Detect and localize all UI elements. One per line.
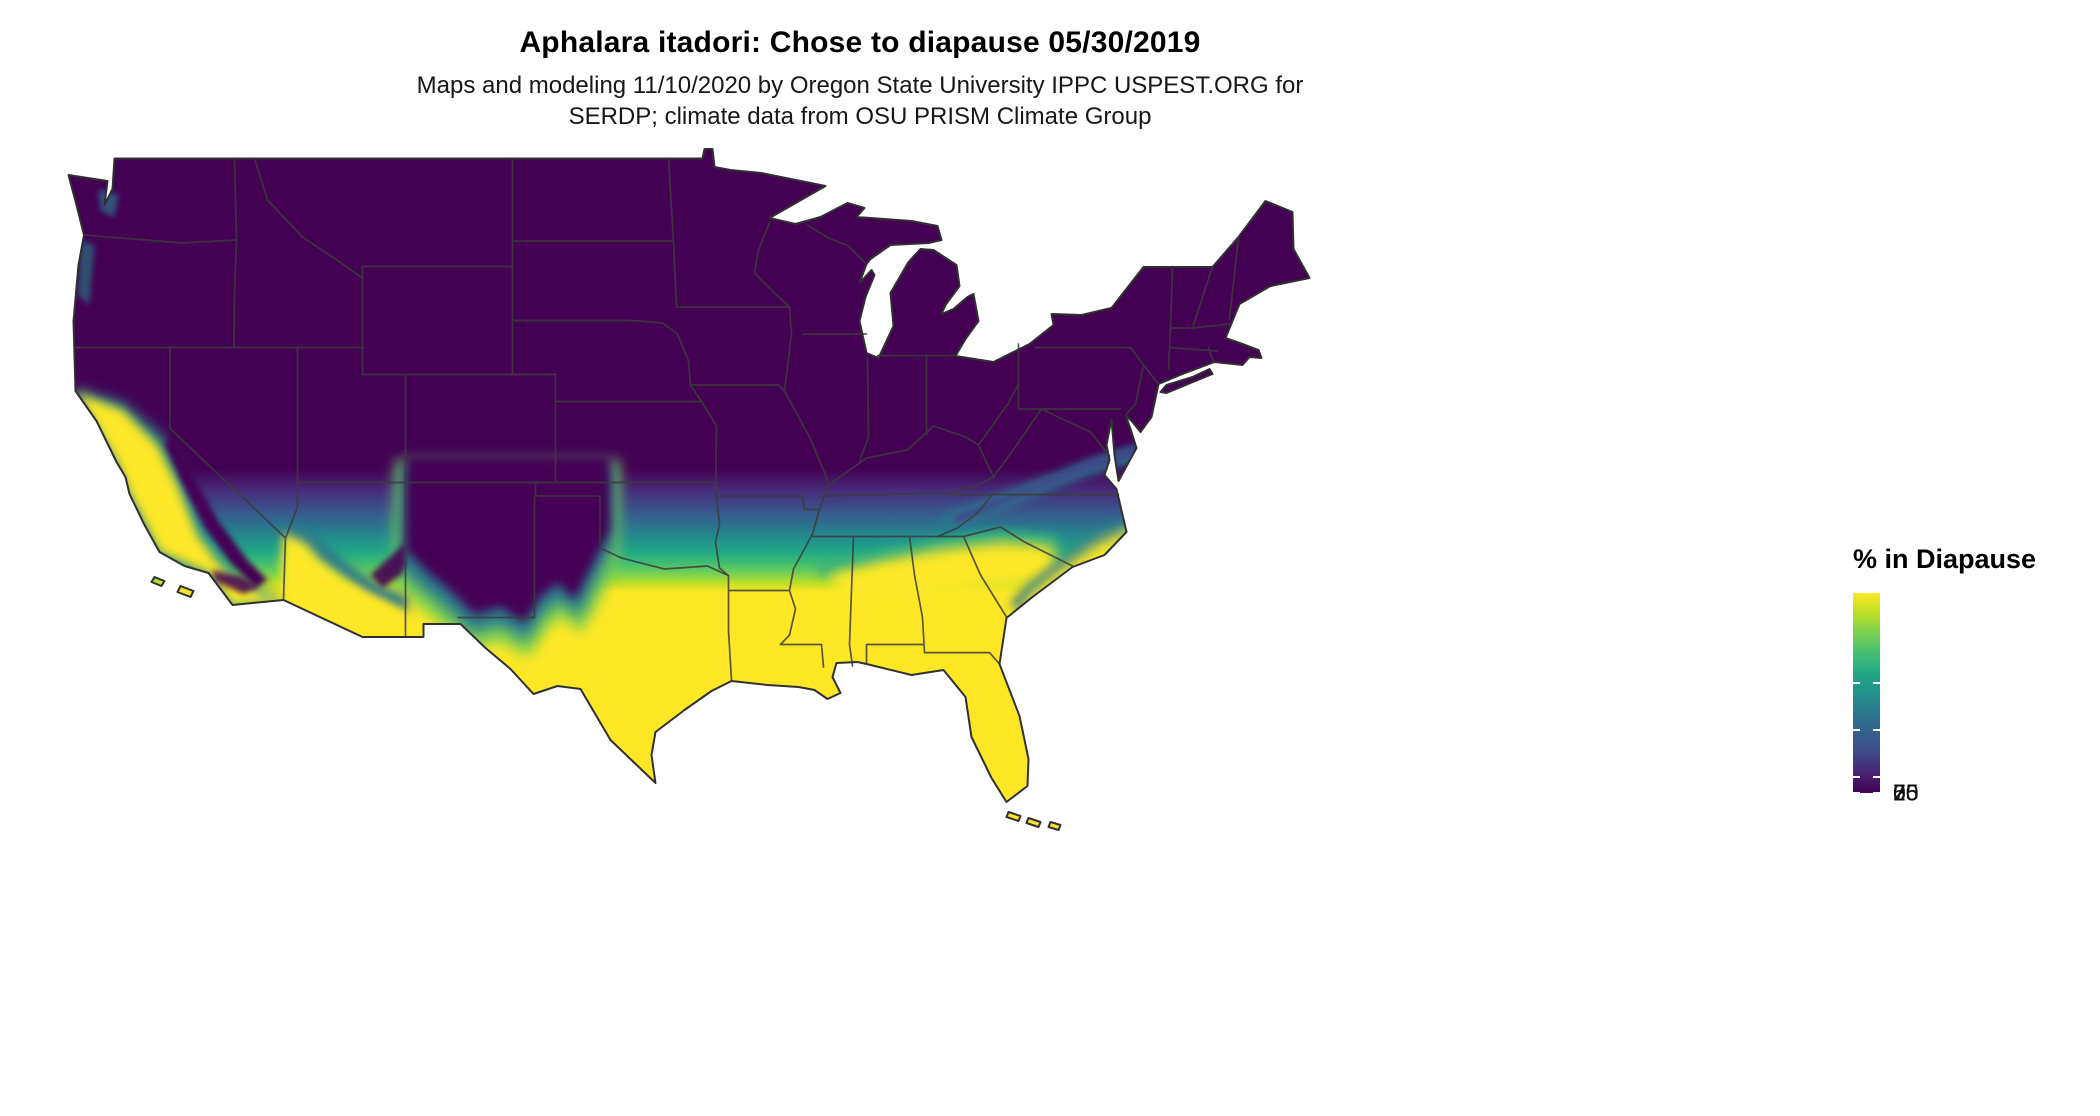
legend-title: % in Diapause <box>1853 544 2037 574</box>
state-borders <box>74 157 1240 681</box>
legend-colorbar-wrap: 75 50 25 0 <box>1853 593 1919 806</box>
overlay-appalachian-blue-core <box>952 444 1157 523</box>
overlay-california-yellow <box>75 391 284 605</box>
legend: % in Diapause 75 50 25 0 <box>1853 544 2098 806</box>
overlay-highplains-dark-tongue <box>405 455 611 623</box>
subtitle-line-1: Maps and modeling 11/10/2020 by Oregon S… <box>416 72 1304 99</box>
overlay-arizona-yellow <box>280 533 408 637</box>
us-map <box>67 148 1311 831</box>
overlay-socal-mountains-dark <box>212 570 259 594</box>
overlay-southeast-yellow <box>822 541 1063 602</box>
map-raster-layer <box>68 149 1310 830</box>
overlay-arizona-teal-fringe <box>280 523 408 615</box>
overlay-sierra-dark-streak <box>165 435 268 588</box>
figure-subtitle: Maps and modeling 11/10/2020 by Oregon S… <box>80 70 1640 132</box>
legend-colorbar <box>1853 593 1880 793</box>
colorbar-tick-label: 50 <box>1893 779 1919 806</box>
colorbar-tick-label: 25 <box>1893 779 1919 806</box>
overlay-puget-teal <box>98 189 119 217</box>
diapause-gradient-fill <box>68 149 1310 830</box>
colorbar-tick-label: 75 <box>1893 779 1919 806</box>
figure-title: Aphalara itadori: Chose to diapause 05/3… <box>519 26 1201 59</box>
colorbar-tick-label: 0 <box>1893 779 1906 806</box>
subtitle-line-2: SERDP; climate data from OSU PRISM Clima… <box>568 103 1152 131</box>
overlay-mogollon-dark-finger <box>370 543 406 588</box>
overlay-willamette-teal <box>77 240 95 305</box>
